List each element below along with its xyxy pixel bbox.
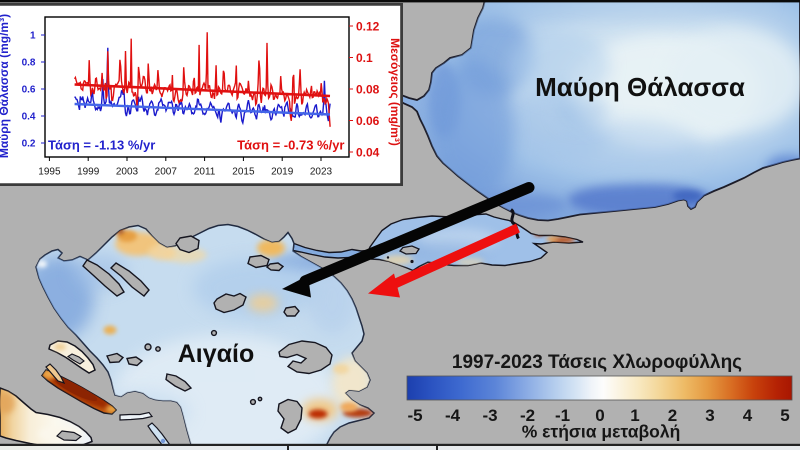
svg-text:Μαύρη Θάλασσα (mg/m³): Μαύρη Θάλασσα (mg/m³) xyxy=(0,14,11,158)
svg-text:Αιγαίο: Αιγαίο xyxy=(178,340,255,368)
svg-text:0.6: 0.6 xyxy=(22,85,36,96)
svg-text:5: 5 xyxy=(780,406,789,425)
svg-text:Μαύρη Θάλασσα: Μαύρη Θάλασσα xyxy=(535,72,745,102)
svg-text:2015: 2015 xyxy=(232,167,255,178)
svg-text:2: 2 xyxy=(668,406,677,425)
svg-text:-3: -3 xyxy=(482,406,497,425)
svg-text:0.8: 0.8 xyxy=(22,58,36,69)
svg-text:0.2: 0.2 xyxy=(22,139,36,150)
svg-text:0.08: 0.08 xyxy=(356,83,380,97)
svg-text:2019: 2019 xyxy=(271,167,294,178)
svg-text:0.06: 0.06 xyxy=(356,114,380,128)
svg-text:2003: 2003 xyxy=(116,167,139,178)
svg-text:1997-2023 Τάσεις Χλωροφύλλης: 1997-2023 Τάσεις Χλωροφύλλης xyxy=(452,352,742,373)
svg-text:1: 1 xyxy=(30,31,36,42)
svg-text:-4: -4 xyxy=(445,406,461,425)
svg-text:2023: 2023 xyxy=(310,167,333,178)
svg-text:1999: 1999 xyxy=(77,167,100,178)
svg-text:Μεσόγειος (mg/m³): Μεσόγειος (mg/m³) xyxy=(388,38,402,146)
svg-text:0: 0 xyxy=(595,406,604,425)
svg-text:0.1: 0.1 xyxy=(356,51,373,65)
svg-text:0.12: 0.12 xyxy=(356,20,380,34)
svg-text:Τάση = -0.73 %/yr: Τάση = -0.73 %/yr xyxy=(237,138,344,153)
svg-text:0.4: 0.4 xyxy=(22,112,36,123)
svg-text:-2: -2 xyxy=(520,406,535,425)
svg-text:% ετήσια μεταβολή: % ετήσια μεταβολή xyxy=(522,422,681,442)
svg-text:-1: -1 xyxy=(555,406,570,425)
svg-text:0.04: 0.04 xyxy=(356,146,380,160)
svg-text:2011: 2011 xyxy=(194,167,216,178)
svg-text:4: 4 xyxy=(743,406,753,425)
svg-text:Τάση = -1.13 %/yr: Τάση = -1.13 %/yr xyxy=(48,138,155,153)
svg-text:3: 3 xyxy=(705,406,714,425)
svg-text:-5: -5 xyxy=(407,406,422,425)
svg-text:2007: 2007 xyxy=(155,167,178,178)
svg-text:1: 1 xyxy=(630,406,639,425)
svg-text:1995: 1995 xyxy=(38,167,61,178)
